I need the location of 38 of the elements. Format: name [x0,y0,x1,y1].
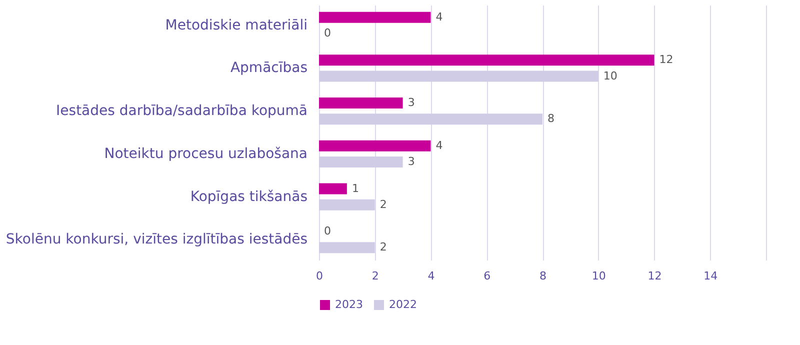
data-label: 12 [659,53,674,66]
bar [319,98,403,109]
bar [319,54,654,66]
data-label: 0 [324,224,331,238]
x-tick-label: 14 [704,270,718,282]
x-tick-label: 2 [372,270,379,282]
bar [319,140,431,152]
data-label: 2 [380,240,387,254]
bar [319,12,431,23]
bar [319,70,598,82]
data-label: 8 [548,112,554,126]
y-tick-label: Noteiktu procesu uzlabošana [104,146,308,162]
y-tick-label: Iestādes darbība/sadarbība kopumā [56,103,308,120]
x-tick-label: 8 [540,270,546,282]
legend-label: 2022 [389,298,417,311]
y-tick-label: Kopīgas tikšanās [190,188,308,205]
x-tick-label: 6 [484,270,491,282]
data-label: 3 [408,96,415,110]
data-label: 2 [380,198,387,211]
y-tick-label: Skolēnu konkursi, vizītes izglītības iestādēs [6,232,308,248]
bar [319,242,375,254]
bar [319,156,403,168]
data-label: 1 [352,182,359,195]
data-label: 4 [436,138,443,152]
legend-label: 2023 [335,298,363,311]
y-tick-label: Metodiskie materiāli [165,17,308,34]
data-label: 0 [324,26,331,40]
x-tick-label: 12 [648,270,662,282]
data-label: 3 [408,154,415,168]
bar [319,114,542,125]
bar [319,199,375,210]
x-tick-label: 4 [428,270,435,282]
y-tick-label: Apmācības [230,60,308,76]
bar [319,183,347,194]
x-tick-label: 0 [316,270,323,282]
x-tick-label: 10 [592,270,606,282]
data-label: 10 [603,69,618,82]
data-label: 4 [436,10,443,24]
